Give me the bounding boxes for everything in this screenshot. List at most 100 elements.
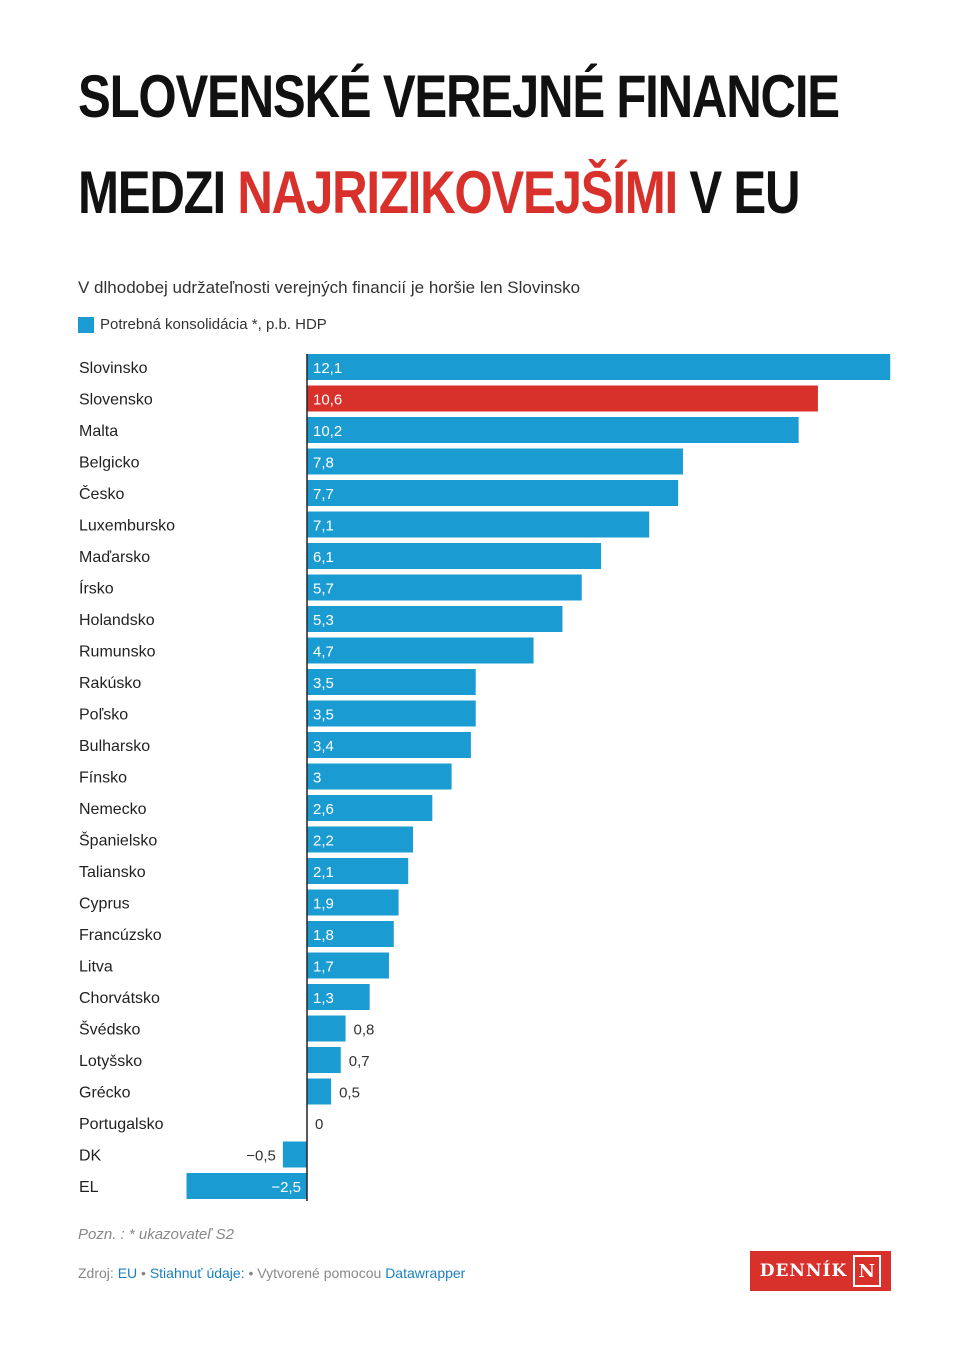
value-label: 2,6: [313, 801, 334, 818]
category-label: Nemecko: [79, 801, 147, 818]
bar: [307, 574, 582, 601]
value-label: 12,1: [313, 360, 342, 377]
category-label: EL: [79, 1179, 99, 1196]
category-label: Grécko: [79, 1085, 131, 1102]
category-label: Francúzsko: [79, 927, 162, 944]
category-label: Rakúsko: [79, 675, 141, 692]
value-label: 1,7: [313, 959, 334, 976]
chart-title-line2: MEDZI NAJRIZIKOVEJŠÍMI V EU: [78, 158, 801, 228]
category-label: Bulharsko: [79, 738, 150, 755]
legend-swatch: [78, 316, 94, 333]
category-label: Česko: [79, 484, 124, 503]
value-label: −2,5: [271, 1179, 301, 1196]
value-label: 3: [313, 770, 321, 787]
bar: [307, 732, 471, 758]
download-data-link[interactable]: Stiahnuť údaje:: [149, 1265, 245, 1281]
category-label: Luxembursko: [79, 518, 175, 535]
category-label: Malta: [79, 423, 118, 440]
bar: [307, 606, 563, 632]
bar: [307, 480, 679, 506]
logo-text: DENNÍK: [759, 1261, 848, 1281]
category-label: Rumunsko: [79, 644, 156, 661]
category-label: Slovensko: [79, 392, 153, 409]
chart-subtitle: V dlhodobej udržateľnosti verejných fina…: [78, 278, 581, 297]
logo-letter: N: [853, 1255, 882, 1287]
bar: [307, 858, 409, 884]
title-suffix: V EU: [689, 159, 800, 226]
made-with-label: Vytvorené pomocou: [257, 1265, 382, 1281]
chart-title-line1: SLOVENSKÉ VEREJNÉ FINANCIE: [78, 63, 840, 130]
category-label: Lotyšsko: [79, 1053, 142, 1070]
dennik-n-logo[interactable]: DENNÍK N: [750, 1251, 891, 1291]
value-label: 5,3: [313, 612, 334, 629]
footer: Zdroj: EU • Stiahnuť údaje: • Vytvorené …: [78, 1265, 465, 1281]
bar: [307, 763, 452, 790]
bar: [307, 669, 476, 695]
bar: [307, 385, 818, 412]
value-label: 0,5: [339, 1085, 360, 1102]
bar: [307, 889, 399, 916]
bar: [307, 795, 433, 821]
legend: Potrebná konsolidácia *, p.b. HDP: [78, 316, 327, 333]
value-label: 3,5: [313, 675, 334, 692]
datawrapper-link[interactable]: Datawrapper: [385, 1265, 466, 1281]
value-label: 0,7: [349, 1053, 370, 1070]
legend-label: Potrebná konsolidácia *, p.b. HDP: [100, 316, 327, 333]
category-label: Fínsko: [79, 770, 127, 787]
category-label: Cyprus: [79, 896, 130, 913]
value-label: 2,1: [313, 864, 334, 881]
category-label: Írsko: [79, 579, 114, 598]
source-label: Zdroj:: [78, 1265, 114, 1281]
category-label: Poľsko: [79, 707, 128, 724]
category-label: Litva: [79, 959, 113, 976]
category-label: Švédsko: [79, 1020, 140, 1039]
category-label: Slovinsko: [79, 360, 148, 377]
value-label: 3,5: [313, 707, 334, 724]
bar: [307, 543, 602, 569]
category-label: Holandsko: [79, 612, 155, 629]
bar: [186, 1173, 307, 1199]
bar: [307, 1047, 341, 1073]
category-label: Španielsko: [79, 831, 157, 850]
value-label: 1,3: [313, 990, 334, 1007]
value-label: −0,5: [246, 1148, 276, 1165]
title-prefix: MEDZI: [78, 159, 226, 226]
bar: [282, 1141, 307, 1168]
category-label: Portugalsko: [79, 1116, 164, 1133]
value-label: 1,8: [313, 927, 334, 944]
category-label: Taliansko: [79, 864, 146, 881]
value-label: 0,8: [354, 1022, 375, 1039]
bar: [307, 448, 683, 475]
bar: [307, 921, 394, 947]
bar: [307, 637, 534, 664]
value-label: 3,4: [313, 738, 334, 755]
value-label: 1,9: [313, 896, 334, 913]
category-label: Chorvátsko: [79, 990, 160, 1007]
value-label: 4,7: [313, 644, 334, 661]
bar: [307, 1015, 346, 1042]
bar-chart: Slovinsko 12,1 Slovensko 10,6 Malta 10,2 Belgi…: [79, 354, 891, 1201]
bar: [307, 511, 650, 538]
value-label: 10,6: [313, 392, 342, 409]
value-label: 10,2: [313, 423, 342, 440]
bar: [307, 417, 799, 443]
category-label: Belgicko: [79, 455, 140, 472]
value-label: 7,7: [313, 486, 334, 503]
footer-separator: •: [248, 1265, 258, 1281]
value-label: 6,1: [313, 549, 334, 566]
bar: [307, 984, 370, 1010]
footer-separator: •: [141, 1265, 150, 1281]
bar: [307, 354, 891, 380]
category-label: DK: [79, 1148, 102, 1165]
title-highlight: NAJRIZIKOVEJŠÍMI: [237, 159, 678, 226]
category-label: Maďarsko: [79, 549, 150, 566]
source-link[interactable]: EU: [117, 1265, 138, 1281]
bar: [307, 952, 389, 979]
value-label: 7,1: [313, 518, 334, 535]
footnote: Pozn. : * ukazovateľ S2: [78, 1226, 234, 1243]
value-label: 2,2: [313, 833, 334, 850]
bar: [307, 700, 476, 727]
bar: [307, 1078, 332, 1105]
value-label: 7,8: [313, 455, 334, 472]
value-label: 0: [315, 1116, 323, 1133]
